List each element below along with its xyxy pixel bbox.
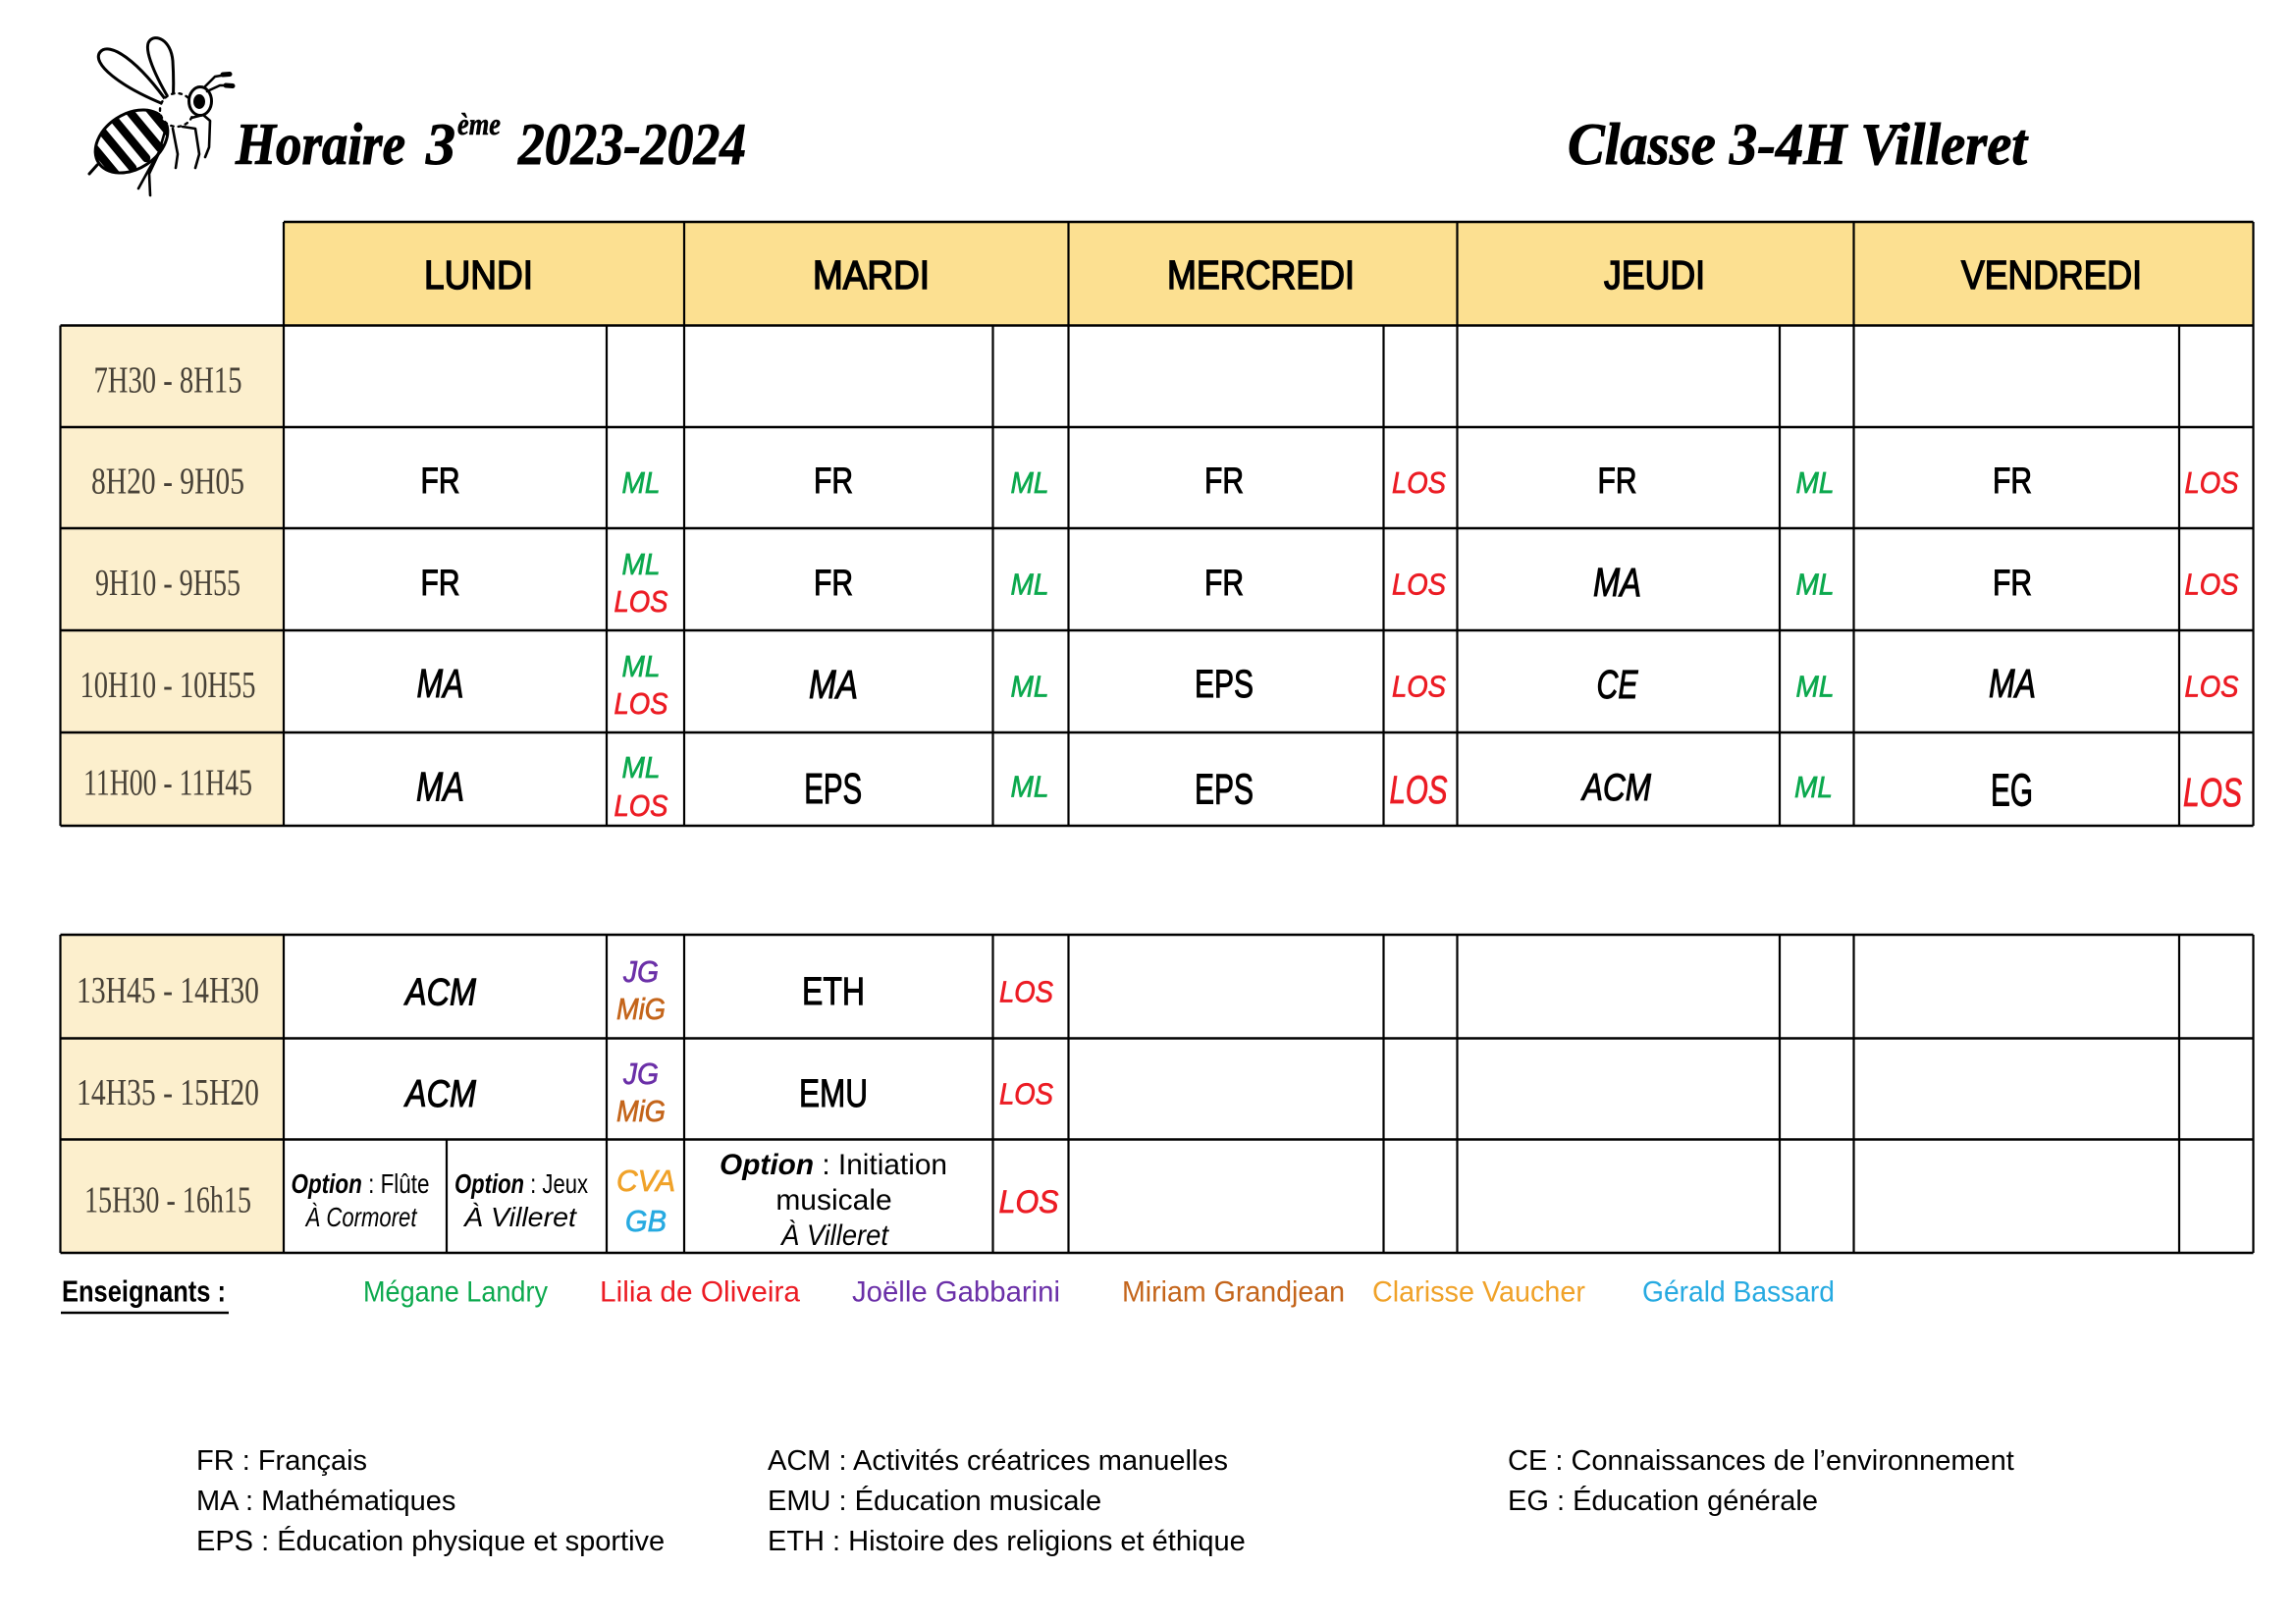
svg-text:ème: ème bbox=[457, 106, 501, 141]
svg-text:ML: ML bbox=[1011, 465, 1049, 500]
svg-text:Option : Initiation: Option : Initiation bbox=[720, 1149, 947, 1181]
svg-text:LOS: LOS bbox=[614, 788, 668, 823]
svg-text:LOS: LOS bbox=[999, 974, 1053, 1008]
svg-text:ML: ML bbox=[622, 465, 661, 500]
svg-text:LOS: LOS bbox=[1392, 568, 1446, 602]
svg-text:Lilia de Oliveira: Lilia de Oliveira bbox=[600, 1276, 800, 1309]
svg-text:Classe 3-4H Villeret: Classe 3-4H Villeret bbox=[1568, 112, 2029, 177]
svg-text:À Cormoret: À Cormoret bbox=[304, 1202, 418, 1232]
svg-text:MA: MA bbox=[1593, 560, 1641, 605]
svg-text:JEUDI: JEUDI bbox=[1604, 252, 1705, 298]
svg-text:ML: ML bbox=[622, 750, 661, 785]
svg-text:Horaire: Horaire bbox=[235, 112, 405, 177]
svg-text:ACM: ACM bbox=[1580, 767, 1651, 809]
svg-text:7H30 - 8H15: 7H30 - 8H15 bbox=[94, 359, 242, 401]
svg-text:MiG: MiG bbox=[616, 1094, 666, 1128]
svg-text:10H10 - 10H55: 10H10 - 10H55 bbox=[80, 665, 256, 706]
svg-text:FR: FR bbox=[421, 460, 460, 501]
svg-text:LOS: LOS bbox=[1392, 465, 1446, 500]
svg-text:Mégane Landry: Mégane Landry bbox=[363, 1276, 548, 1309]
svg-text:EMU : Éducation musicale: EMU : Éducation musicale bbox=[768, 1485, 1101, 1517]
svg-text:FR: FR bbox=[1204, 460, 1244, 501]
svg-text:MA: MA bbox=[417, 661, 464, 706]
svg-text:3: 3 bbox=[425, 112, 455, 177]
svg-text:Gérald Bassard: Gérald Bassard bbox=[1642, 1276, 1835, 1309]
svg-text:9H10 - 9H55: 9H10 - 9H55 bbox=[95, 563, 240, 604]
svg-text:FR: FR bbox=[1204, 563, 1244, 603]
svg-text:LOS: LOS bbox=[1390, 769, 1448, 812]
svg-text:ML: ML bbox=[1796, 670, 1835, 704]
svg-text:LUNDI: LUNDI bbox=[424, 252, 533, 298]
svg-text:FR: FR bbox=[1598, 460, 1637, 501]
svg-text:FR: FR bbox=[814, 460, 853, 501]
svg-text:LOS: LOS bbox=[999, 1077, 1053, 1111]
svg-text:À Villeret: À Villeret bbox=[462, 1202, 577, 1232]
svg-text:MERCREDI: MERCREDI bbox=[1167, 252, 1355, 298]
svg-text:CVA: CVA bbox=[616, 1164, 675, 1198]
svg-text:Joëlle Gabbarini: Joëlle Gabbarini bbox=[852, 1276, 1060, 1309]
svg-text:Option : Flûte: Option : Flûte bbox=[292, 1168, 430, 1199]
svg-text:LOS: LOS bbox=[999, 1184, 1059, 1219]
svg-text:VENDREDI: VENDREDI bbox=[1961, 252, 2142, 298]
svg-text:LOS: LOS bbox=[614, 584, 668, 619]
svg-text:JG: JG bbox=[622, 954, 659, 989]
svg-text:EPS: EPS bbox=[1195, 766, 1254, 814]
svg-text:2023-2024: 2023-2024 bbox=[517, 112, 746, 177]
svg-text:EPS: EPS bbox=[1195, 663, 1254, 706]
svg-text:Option : Jeux: Option : Jeux bbox=[454, 1168, 588, 1199]
svg-text:ML: ML bbox=[1796, 465, 1835, 500]
svg-text:FR: FR bbox=[1993, 563, 2032, 603]
svg-text:LOS: LOS bbox=[2183, 770, 2242, 815]
svg-text:JG: JG bbox=[622, 1056, 659, 1091]
svg-text:CE: CE bbox=[1597, 662, 1638, 707]
svg-text:ACM: ACM bbox=[403, 972, 476, 1014]
svg-text:EG : Éducation générale: EG : Éducation générale bbox=[1508, 1485, 1818, 1517]
svg-text:ACM: ACM bbox=[403, 1073, 476, 1115]
svg-text:MA: MA bbox=[416, 764, 464, 810]
svg-text:MA : Mathématiques: MA : Mathématiques bbox=[196, 1486, 455, 1517]
svg-text:LOS: LOS bbox=[2185, 465, 2239, 500]
svg-text:LOS: LOS bbox=[2185, 568, 2239, 602]
svg-text:ML: ML bbox=[1796, 568, 1835, 602]
svg-text:ML: ML bbox=[622, 547, 661, 581]
svg-text:GB: GB bbox=[625, 1204, 667, 1238]
svg-text:ACM : Activités créatrices man: ACM : Activités créatrices manuelles bbox=[768, 1445, 1228, 1477]
svg-text:11H00 - 11H45: 11H00 - 11H45 bbox=[83, 763, 252, 804]
svg-text:14H35 - 15H20: 14H35 - 15H20 bbox=[77, 1072, 259, 1113]
svg-text:CE : Connaissances de l’enviro: CE : Connaissances de l’environnement bbox=[1508, 1445, 2014, 1477]
svg-text:LOS: LOS bbox=[1392, 670, 1446, 704]
svg-text:Miriam Grandjean: Miriam Grandjean bbox=[1122, 1276, 1345, 1309]
svg-text:MiG: MiG bbox=[616, 992, 666, 1026]
svg-text:FR: FR bbox=[421, 563, 460, 603]
svg-text:EG: EG bbox=[1991, 765, 2033, 816]
svg-text:EPS: EPS bbox=[804, 765, 862, 813]
svg-text:LOS: LOS bbox=[614, 686, 668, 721]
svg-text:FR: FR bbox=[814, 563, 853, 603]
svg-text:Enseignants :: Enseignants : bbox=[62, 1274, 226, 1309]
svg-text:ML: ML bbox=[1011, 770, 1049, 804]
svg-text:FR: FR bbox=[1993, 460, 2032, 501]
svg-text:LOS: LOS bbox=[2185, 670, 2239, 704]
svg-text:ML: ML bbox=[1011, 670, 1049, 704]
svg-text:ETH: ETH bbox=[802, 970, 865, 1013]
svg-text:FR : Français: FR : Français bbox=[196, 1445, 367, 1477]
svg-text:À Villeret: À Villeret bbox=[779, 1219, 889, 1252]
svg-text:15H30 - 16h15: 15H30 - 16h15 bbox=[84, 1179, 251, 1220]
svg-text:EPS : Éducation physique et sp: EPS : Éducation physique et sportive bbox=[196, 1525, 665, 1557]
svg-text:ML: ML bbox=[1011, 568, 1049, 602]
svg-text:ML: ML bbox=[1794, 770, 1833, 804]
svg-text:musicale: musicale bbox=[775, 1184, 891, 1217]
svg-text:Clarisse Vaucher: Clarisse Vaucher bbox=[1372, 1276, 1585, 1309]
svg-text:ML: ML bbox=[622, 649, 661, 683]
svg-text:MA: MA bbox=[1989, 661, 2036, 706]
svg-text:MA: MA bbox=[809, 662, 858, 707]
svg-text:13H45 - 14H30: 13H45 - 14H30 bbox=[77, 970, 259, 1011]
svg-text:ETH : Histoire des religions e: ETH : Histoire des religions et éthique bbox=[768, 1526, 1246, 1557]
svg-text:EMU: EMU bbox=[799, 1072, 868, 1115]
svg-text:MARDI: MARDI bbox=[813, 252, 930, 298]
svg-text:8H20 - 9H05: 8H20 - 9H05 bbox=[91, 461, 244, 503]
